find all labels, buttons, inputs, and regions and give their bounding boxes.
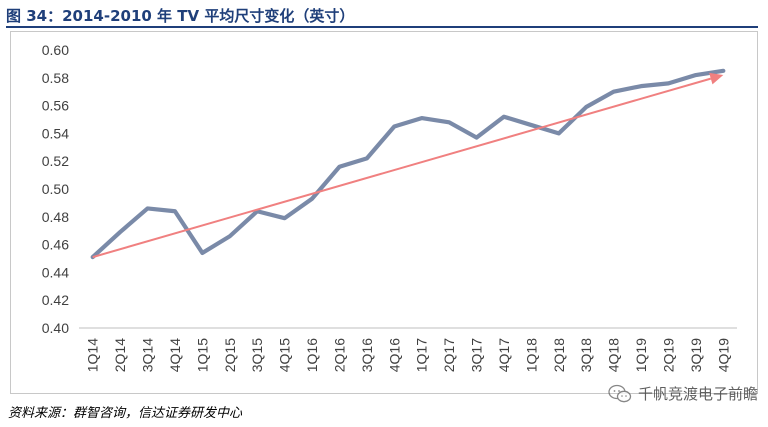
x-tick-label: 3Q14 (140, 338, 156, 372)
y-tick-label: 0.58 (42, 70, 69, 86)
x-tick-label: 2Q18 (551, 338, 567, 372)
x-tick-label: 4Q14 (167, 338, 183, 372)
x-tick-label: 3Q19 (688, 338, 704, 372)
figure-title: 图 34：2014-2010 年 TV 平均尺寸变化（英寸） (6, 7, 355, 25)
trend-arrow-head (709, 72, 724, 85)
y-tick-label: 0.42 (42, 292, 69, 308)
line-chart: 0.40 0.42 0.44 0.46 0.48 0.50 0.52 0.54 0.56 0.58… (42, 42, 737, 372)
x-tick-label: 2Q16 (331, 338, 347, 372)
source-note: 资料来源：群智咨询，信达证券研发中心 (8, 406, 243, 421)
x-tick-label: 3Q15 (249, 338, 265, 372)
y-tick-label: 0.46 (42, 237, 69, 253)
x-tick-label: 4Q19 (715, 338, 731, 372)
y-tick-label: 0.52 (42, 153, 69, 169)
trend-arrow-line (92, 77, 712, 259)
x-tick-label: 1Q19 (633, 338, 649, 372)
x-tick-label: 3Q16 (359, 338, 375, 372)
x-tick-label: 3Q17 (469, 338, 485, 372)
watermark: 千帆竞渡电子前瞻 (608, 383, 758, 404)
x-tick-label: 1Q17 (414, 338, 430, 372)
x-tick-label: 1Q15 (194, 338, 210, 372)
y-tick-label: 0.56 (42, 98, 69, 114)
x-tick-label: 1Q16 (304, 338, 320, 372)
x-tick-label: 2Q15 (222, 338, 238, 372)
y-tick-label: 0.54 (42, 125, 69, 141)
x-tick-label: 4Q18 (606, 338, 622, 372)
y-tick-label: 0.48 (42, 209, 69, 225)
title-divider (6, 26, 758, 28)
x-tick-label: 2Q19 (660, 338, 676, 372)
wechat-icon (608, 384, 632, 402)
y-tick-label: 0.44 (42, 264, 69, 280)
watermark-text: 千帆竞渡电子前瞻 (637, 385, 758, 403)
x-tick-label: 4Q17 (496, 338, 512, 372)
x-tick-label: 1Q18 (523, 338, 539, 372)
y-tick-label: 0.50 (42, 181, 69, 197)
x-tick-label: 4Q15 (277, 338, 293, 372)
y-tick-label: 0.40 (42, 320, 69, 336)
series-line (90, 68, 726, 260)
x-tick-label: 2Q14 (112, 338, 128, 372)
x-tick-label: 3Q18 (578, 338, 594, 372)
x-tick-label: 2Q17 (441, 338, 457, 372)
y-tick-label: 0.60 (42, 42, 69, 58)
x-tick-label: 4Q16 (386, 338, 402, 372)
chart-frame: 0.40 0.42 0.44 0.46 0.48 0.50 0.52 0.54 0.56 0.58… (10, 31, 758, 394)
x-tick-label: 1Q14 (85, 338, 101, 372)
